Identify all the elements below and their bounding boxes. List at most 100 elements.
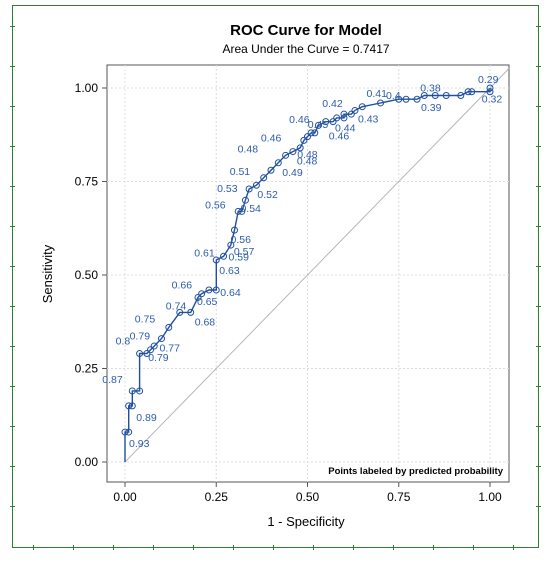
roc-point	[212, 286, 220, 294]
roc-point	[289, 148, 297, 156]
y-tick-label: 0.50	[75, 268, 99, 282]
frame-tick	[10, 306, 15, 307]
x-tick-label: 0.00	[113, 490, 137, 504]
point-label: 0.8	[116, 336, 131, 348]
frame-tick	[536, 226, 541, 227]
roc-point	[252, 181, 260, 189]
point-label: 0.48	[238, 143, 259, 155]
point-label: 0.32	[482, 94, 503, 106]
frame-tick	[536, 306, 541, 307]
x-axis-label: 1 - Specificity	[267, 514, 345, 529]
roc-point	[377, 99, 384, 107]
point-label: 0.79	[130, 331, 151, 343]
frame-tick	[313, 545, 314, 550]
point-label: 0.74	[166, 300, 187, 312]
y-tick-label: 0.00	[75, 455, 99, 469]
roc-point	[395, 95, 403, 103]
frame-tick	[10, 66, 15, 67]
roc-point	[121, 428, 129, 436]
frame-tick	[73, 545, 74, 550]
roc-point	[300, 136, 308, 144]
roc-point	[274, 159, 282, 167]
point-label: 0.38	[420, 82, 441, 94]
roc-point	[143, 350, 151, 358]
point-label: 0.68	[195, 316, 216, 328]
roc-point	[340, 114, 348, 122]
roc-point	[347, 110, 355, 118]
point-label: 0.49	[282, 167, 303, 179]
chart-subtitle: Area Under the Curve = 0.7417	[222, 42, 389, 56]
roc-point	[314, 121, 322, 129]
reference-diagonal	[124, 68, 510, 463]
point-label: 0.42	[322, 98, 343, 110]
roc-point	[413, 95, 421, 103]
point-label: 0.46	[261, 132, 282, 144]
point-label: 0.59	[229, 251, 250, 263]
frame-tick	[536, 26, 541, 27]
roc-point	[486, 88, 494, 96]
point-label: 0.43	[358, 113, 379, 125]
roc-point	[158, 335, 165, 343]
frame-tick	[536, 426, 541, 427]
roc-point	[311, 129, 319, 137]
roc-point	[245, 185, 253, 193]
roc-point	[468, 88, 476, 96]
y-tick-label: 0.25	[75, 362, 99, 376]
x-tick-label: 0.25	[205, 490, 229, 504]
roc-point	[296, 144, 304, 152]
point-label: 0.53	[217, 183, 238, 195]
frame-tick	[10, 506, 15, 507]
roc-point	[198, 290, 206, 298]
roc-point	[194, 293, 202, 301]
frame-tick	[473, 545, 474, 550]
roc-point	[322, 118, 330, 126]
roc-point	[267, 166, 275, 174]
roc-point	[227, 241, 235, 249]
roc-point	[442, 91, 450, 99]
frame-tick	[353, 545, 354, 550]
roc-point	[234, 207, 242, 215]
point-label: 0.41	[367, 88, 388, 100]
roc-point	[176, 308, 184, 316]
point-label: 0.48	[297, 156, 318, 168]
point-label: 0.51	[230, 166, 251, 178]
point-label: 0.75	[135, 313, 156, 325]
roc-point	[402, 95, 410, 103]
roc-point	[128, 402, 136, 410]
roc-point	[307, 129, 315, 137]
roc-point	[165, 323, 173, 331]
roc-point	[351, 106, 359, 114]
point-label: 0.29	[478, 74, 499, 86]
roc-point	[147, 346, 155, 354]
frame-tick	[393, 545, 394, 550]
point-label: 0.56	[205, 199, 226, 211]
point-label: 0.64	[220, 287, 241, 299]
frame-tick	[536, 106, 541, 107]
frame-tick	[536, 66, 541, 67]
y-tick-label: 1.00	[75, 81, 99, 95]
frame-tick	[10, 426, 15, 427]
roc-point	[238, 207, 246, 215]
frame-tick	[193, 545, 194, 550]
roc-point	[187, 308, 195, 316]
roc-point	[282, 151, 290, 159]
frame-tick	[536, 346, 541, 347]
roc-point	[358, 103, 366, 111]
frame-tick	[536, 186, 541, 187]
roc-point	[241, 196, 249, 204]
roc-point	[220, 252, 228, 260]
frame-tick	[10, 186, 15, 187]
frame-tick	[10, 466, 15, 467]
roc-point	[304, 133, 311, 141]
frame-tick	[10, 386, 15, 387]
point-label: 0.89	[136, 412, 157, 424]
frame-tick	[10, 266, 15, 267]
point-label: 0.66	[172, 280, 193, 292]
point-label: 0.46	[329, 131, 350, 143]
roc-point	[333, 114, 341, 122]
roc-point	[260, 174, 268, 182]
frame-tick	[536, 386, 541, 387]
roc-point	[431, 91, 439, 99]
point-label: 0.52	[257, 189, 278, 201]
